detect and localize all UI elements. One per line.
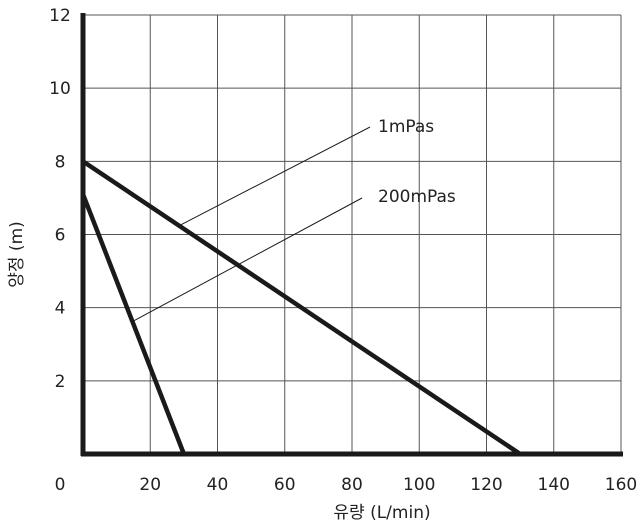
series-line-1	[81, 159, 522, 456]
annotations: 1mPas 200mPas	[132, 117, 456, 322]
y-tick-labels: 2 4 6 8 10 12	[49, 6, 71, 392]
annotation-label-1: 1mPas	[378, 117, 434, 137]
x-tick-labels: 0 20 40 60 80 100 120 140 160	[55, 475, 638, 495]
y-tick-label: 10	[49, 79, 71, 99]
y-tick-label: 4	[55, 299, 66, 319]
x-tick-label: 0	[55, 475, 66, 495]
annotation-leader-1	[178, 126, 371, 227]
y-tick-label: 6	[55, 226, 66, 246]
y-axis-label: 양정 (m)	[7, 221, 27, 288]
y-tick-label: 2	[55, 372, 66, 392]
x-tick-label: 60	[274, 475, 296, 495]
x-axis-label: 유량 (L/min)	[333, 503, 430, 523]
series-lines	[80, 159, 522, 456]
annotation-label-2: 200mPas	[378, 187, 456, 207]
x-tick-label: 80	[341, 475, 363, 495]
series-line-2	[80, 193, 186, 455]
grid	[83, 14, 622, 454]
x-tick-label: 100	[403, 475, 435, 495]
x-tick-label: 20	[139, 475, 161, 495]
y-tick-label: 8	[55, 152, 66, 172]
x-tick-label: 40	[207, 475, 229, 495]
axes	[80, 13, 623, 457]
x-tick-label: 160	[605, 475, 637, 495]
annotation-leader-2	[132, 197, 363, 322]
y-tick-label: 12	[49, 6, 71, 26]
x-tick-label: 140	[538, 475, 570, 495]
x-tick-label: 120	[470, 475, 502, 495]
